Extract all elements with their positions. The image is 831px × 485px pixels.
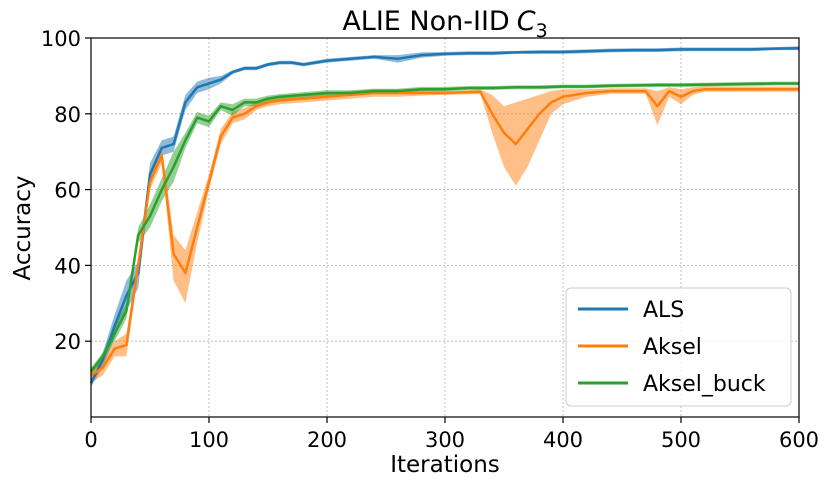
legend-label-als: ALS: [643, 298, 684, 323]
x-tick-label: 100: [189, 428, 229, 452]
y-tick-label: 40: [54, 254, 81, 278]
y-tick-label: 60: [54, 179, 81, 203]
plot-frame: [90, 37, 800, 418]
line-aksel: [90, 87, 799, 377]
line-aksel-buck: [90, 82, 799, 373]
legend: ALS Aksel Aksel_buck: [565, 287, 792, 407]
legend-label-aksel: Aksel: [643, 335, 702, 360]
y-tick-label: 20: [54, 330, 81, 354]
line-als: [89, 46, 800, 384]
y-tick-label: 100: [41, 27, 81, 51]
axis-ticks: 0 100 200 300 400 500 600 20 40 60 80 100: [41, 27, 819, 452]
chart-title: ALIE Non-IID C3: [342, 6, 547, 42]
x-tick-label: 200: [307, 428, 347, 452]
x-tick-label: 400: [543, 428, 583, 452]
series-lines: [89, 46, 800, 384]
x-tick-label: 0: [84, 428, 97, 452]
x-tick-label: 500: [661, 428, 701, 452]
legend-label-aksel-buck: Aksel_buck: [643, 372, 766, 397]
y-axis-label: Accuracy: [10, 175, 36, 280]
x-tick-label: 600: [779, 428, 819, 452]
x-tick-label: 300: [425, 428, 465, 452]
y-tick-label: 80: [54, 103, 81, 127]
x-axis-label: Iterations: [390, 452, 500, 478]
legend-box: [565, 287, 792, 407]
